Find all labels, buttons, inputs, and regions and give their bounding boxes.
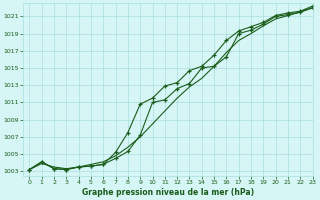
- X-axis label: Graphe pression niveau de la mer (hPa): Graphe pression niveau de la mer (hPa): [82, 188, 254, 197]
